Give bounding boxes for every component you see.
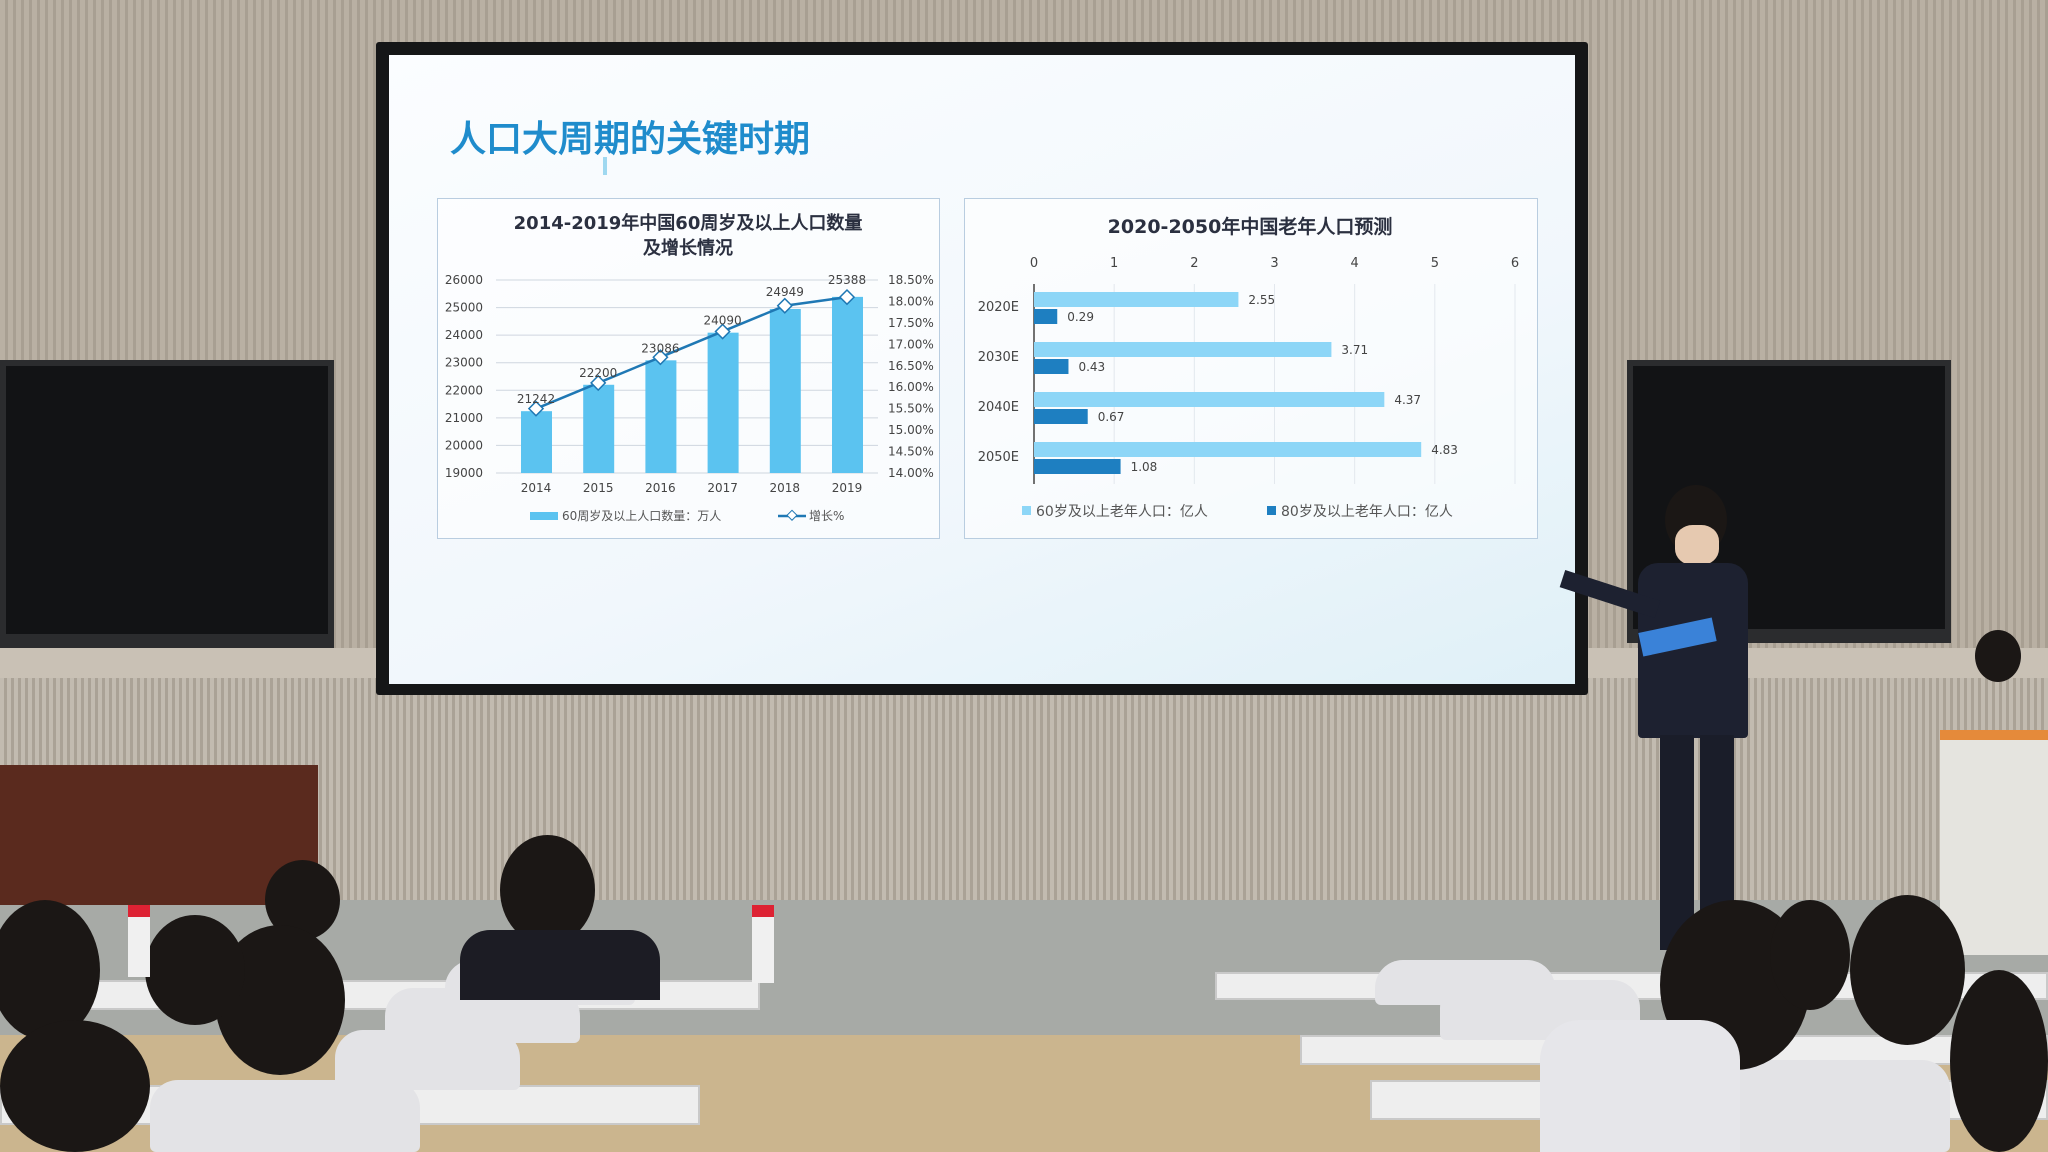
y2-tick-label: 15.50%: [888, 402, 934, 416]
y2-tick-label: 16.00%: [888, 380, 934, 394]
y-tick-label: 26000: [445, 273, 483, 287]
y2-tick-label: 15.00%: [888, 423, 934, 437]
y-tick-label: 2050E: [978, 450, 1019, 465]
bar: [521, 411, 552, 473]
data-label: 0.29: [1067, 310, 1094, 324]
line-marker: [776, 297, 793, 314]
podium: [1940, 730, 2048, 955]
bar: [1034, 409, 1088, 424]
population-growth-chart: 2014-2019年中国60周岁及以上人口数量 及增长情况 26000 25000 24…: [437, 198, 940, 539]
left-tv-screen: [0, 360, 334, 648]
y2-tick-label: 16.50%: [888, 359, 934, 373]
x-tick-label: 2014: [521, 481, 552, 495]
y-tick-label: 24000: [445, 328, 483, 342]
chart-title: 及增长情况: [643, 237, 733, 259]
bar: [1034, 459, 1121, 474]
data-label: 21242: [517, 392, 555, 406]
bar: [1034, 309, 1058, 324]
title-accent-bar: [603, 157, 607, 175]
data-label: 4.83: [1431, 443, 1458, 457]
x-tick-label: 4: [1351, 256, 1359, 271]
y-tick-label: 21000: [445, 411, 483, 425]
bar: [1034, 442, 1422, 457]
bar: [1034, 359, 1069, 374]
legend-label: 增长%: [809, 509, 844, 523]
y2-tick-label: 14.50%: [888, 445, 934, 459]
bar: [645, 360, 677, 473]
bar: [832, 296, 863, 473]
line-marker: [590, 374, 607, 392]
y-tick-label: 22000: [445, 383, 483, 397]
data-label: 4.37: [1394, 393, 1421, 407]
y2-tick-label: 18.50%: [888, 273, 934, 287]
legend-label: 60周岁及以上人口数量：万人: [562, 508, 721, 523]
chart-title: 2020-2050年中国老年人口预测: [1108, 215, 1393, 238]
bar: [769, 308, 801, 473]
line-marker: [527, 400, 545, 417]
data-label: 23086: [641, 341, 679, 355]
y-tick-label: 23000: [445, 356, 483, 370]
x-tick-label: 2017: [707, 481, 738, 495]
x-tick-label: 5: [1431, 256, 1439, 271]
y-tick-label: 25000: [445, 301, 483, 315]
wooden-cabinet: [0, 765, 318, 905]
x-tick-label: 2019: [832, 481, 863, 495]
data-label: 0.67: [1098, 410, 1125, 424]
x-tick-label: 3: [1270, 256, 1278, 271]
x-tick-label: 2018: [770, 481, 801, 495]
data-label: 1.08: [1131, 460, 1158, 474]
legend-swatch: [1267, 506, 1276, 515]
x-tick-label: 1: [1110, 256, 1118, 271]
bar: [1034, 342, 1332, 357]
line-marker: [652, 349, 669, 366]
presentation-slide: 人口大周期的关键时期 2014-2019年中国60周岁及以上人口数量 及增长情况 2…: [389, 55, 1575, 684]
growth-line: [535, 295, 848, 410]
y-tick-label: 19000: [445, 466, 483, 480]
y-tick-label: 2040E: [978, 400, 1019, 415]
seated-person: [1975, 630, 2021, 682]
data-label: 22200: [579, 366, 617, 380]
y2-tick-label: 14.00%: [888, 466, 934, 480]
data-label: 2.55: [1248, 293, 1275, 307]
y2-tick-label: 18.00%: [888, 294, 934, 308]
chart-title: 2014-2019年中国60周岁及以上人口数量: [514, 212, 863, 234]
x-tick-label: 6: [1511, 256, 1519, 271]
y2-tick-label: 17.00%: [888, 337, 934, 351]
bar: [707, 332, 739, 473]
y-tick-label: 20000: [445, 438, 483, 452]
x-tick-label: 2015: [583, 481, 614, 495]
bar: [1034, 392, 1385, 407]
x-tick-label: 2: [1190, 256, 1198, 271]
data-label: 25388: [828, 273, 866, 287]
y2-tick-label: 17.50%: [888, 316, 934, 330]
line-marker: [838, 289, 856, 306]
data-label: 24949: [766, 285, 804, 299]
x-tick-label: 2016: [645, 481, 676, 495]
data-label: 24090: [704, 314, 742, 328]
legend-swatch: [1022, 506, 1031, 515]
legend-label: 80岁及以上老年人口：亿人: [1281, 504, 1453, 520]
legend-swatch: [530, 512, 558, 520]
projection-screen: 人口大周期的关键时期 2014-2019年中国60周岁及以上人口数量 及增长情况 2…: [376, 42, 1588, 695]
slide-title: 人口大周期的关键时期: [450, 119, 811, 160]
presenter: [1559, 485, 1780, 965]
bar: [583, 384, 615, 473]
bar: [1034, 292, 1239, 307]
y-tick-label: 2030E: [978, 350, 1019, 365]
elderly-forecast-chart: 2020-2050年中国老年人口预测 0 1 2 3 4 5 6 2020E 2.55 0.29 20…: [964, 198, 1538, 539]
data-label: 0.43: [1078, 360, 1105, 374]
legend-label: 60岁及以上老年人口：亿人: [1036, 504, 1208, 520]
legend-marker: [786, 509, 798, 521]
data-label: 3.71: [1341, 343, 1368, 357]
y-tick-label: 2020E: [978, 300, 1019, 315]
line-marker: [714, 323, 731, 340]
x-tick-label: 0: [1030, 256, 1038, 271]
